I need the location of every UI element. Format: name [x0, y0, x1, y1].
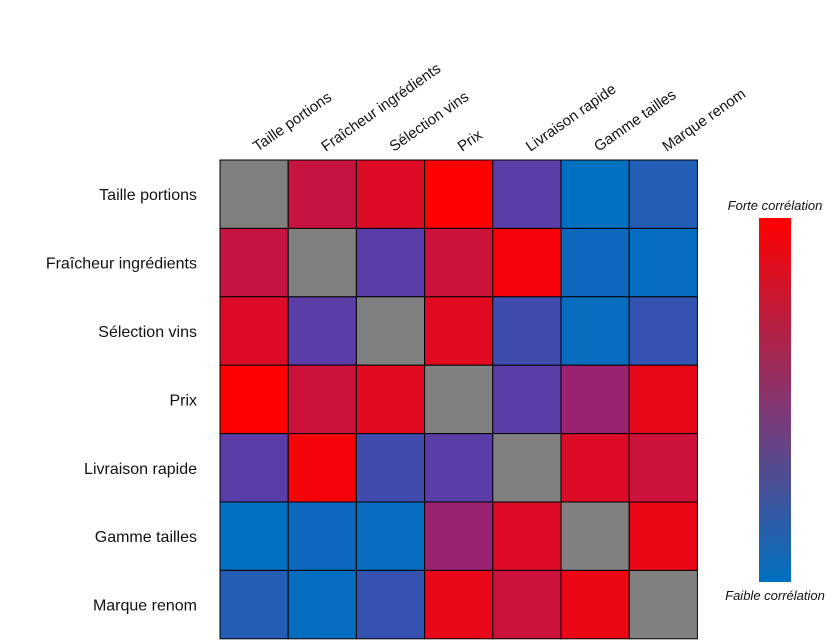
- heatmap-cell-r3-c6: [628, 364, 698, 435]
- heatmap-cell-r1-c5: [560, 227, 630, 298]
- heatmap-cell-r3-c3: [424, 364, 494, 435]
- heatmap-cell-r5-c3: [424, 501, 494, 571]
- heatmap-cell-r2-c5: [560, 296, 630, 366]
- heatmap-cell-r2-c1: [287, 296, 357, 366]
- heatmap-cell-r4-c1: [287, 433, 357, 503]
- heatmap-cell-r4-c3: [424, 433, 494, 503]
- heatmap-cell-r1-c3: [424, 227, 494, 298]
- heatmap-cell-r4-c6: [628, 433, 698, 503]
- heatmap-cell-r0-c2: [355, 159, 426, 229]
- heatmap-cell-r4-c5: [560, 433, 630, 503]
- heatmap-cells: [219, 159, 698, 640]
- heatmap-cell-r3-c2: [355, 364, 426, 435]
- row-label: Taille portions: [99, 187, 197, 204]
- heatmap-cell-r4-c4: [492, 433, 562, 503]
- heatmap-cell-r6-c2: [355, 569, 426, 640]
- row-label: Sélection vins: [98, 324, 197, 341]
- heatmap-cell-r6-c0: [219, 569, 289, 640]
- row-label: Prix: [169, 392, 197, 409]
- heatmap-cell-r2-c6: [628, 296, 698, 366]
- heatmap-cell-r0-c1: [287, 159, 357, 229]
- heatmap-cell-r3-c5: [560, 364, 630, 435]
- heatmap-cell-r4-c0: [219, 433, 289, 503]
- heatmap-cell-r3-c1: [287, 364, 357, 435]
- heatmap-cell-r6-c5: [560, 569, 630, 640]
- heatmap-cell-r5-c0: [219, 501, 289, 571]
- heatmap-cell-r6-c1: [287, 569, 357, 640]
- heatmap-cell-r1-c1: [287, 227, 357, 298]
- row-label: Gamme tailles: [95, 529, 197, 546]
- heatmap-cell-r1-c6: [628, 227, 698, 298]
- heatmap-cell-r3-c4: [492, 364, 562, 435]
- heatmap-cell-r5-c6: [628, 501, 698, 571]
- legend-top-label: Forte corrélation: [728, 198, 823, 213]
- heatmap-cell-r6-c6: [628, 569, 698, 640]
- heatmap-cell-r5-c4: [492, 501, 562, 571]
- heatmap-cell-r5-c1: [287, 501, 357, 571]
- heatmap-cell-r1-c2: [355, 227, 426, 298]
- row-label: Fraîcheur ingrédients: [46, 256, 197, 273]
- heatmap-cell-r5-c5: [560, 501, 630, 571]
- column-label: Prix: [455, 126, 486, 155]
- heatmap-cell-r1-c4: [492, 227, 562, 298]
- row-labels: Taille portions Fraîcheur ingrédients Séle…: [46, 187, 197, 614]
- color-legend: Forte corrélation Faible corrélation: [725, 198, 825, 603]
- heatmap-cell-r0-c5: [560, 159, 630, 229]
- heatmap-cell-r0-c6: [628, 159, 698, 229]
- heatmap-cell-r1-c0: [219, 227, 289, 298]
- legend-bottom-label: Faible corrélation: [725, 588, 825, 603]
- heatmap-cell-r6-c3: [424, 569, 494, 640]
- heatmap-cell-r2-c4: [492, 296, 562, 366]
- row-label: Livraison rapide: [84, 461, 197, 478]
- heatmap-cell-r5-c2: [355, 501, 426, 571]
- heatmap-cell-r0-c3: [424, 159, 494, 229]
- heatmap-cell-r6-c4: [492, 569, 562, 640]
- column-label: Fraîcheur ingrédients: [318, 60, 444, 155]
- heatmap-cell-r0-c4: [492, 159, 562, 229]
- row-label: Marque renom: [93, 598, 197, 615]
- heatmap-cell-r3-c0: [219, 364, 289, 435]
- heatmap-cell-r4-c2: [355, 433, 426, 503]
- legend-color-bar: [759, 218, 791, 582]
- heatmap-cell-r0-c0: [219, 159, 289, 229]
- heatmap-cell-r2-c0: [219, 296, 289, 366]
- heatmap-cell-r2-c2: [355, 296, 426, 366]
- heatmap-cell-r2-c3: [424, 296, 494, 366]
